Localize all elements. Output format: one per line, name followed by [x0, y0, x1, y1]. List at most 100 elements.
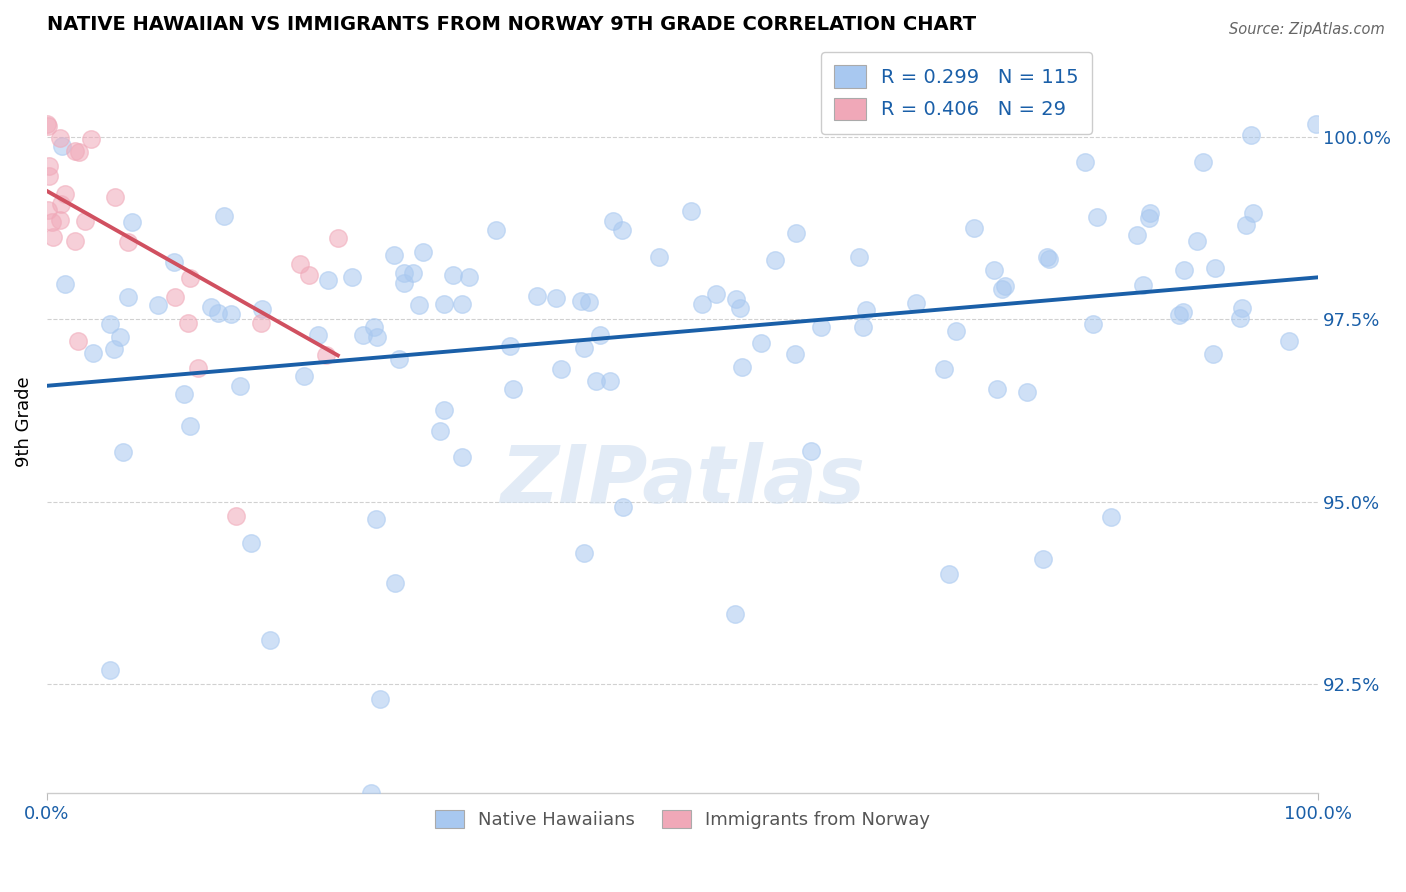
Point — [165, 290, 187, 304]
Point — [1139, 206, 1161, 220]
Point — [450, 450, 472, 464]
Point — [200, 300, 222, 314]
Point — [783, 347, 806, 361]
Point — [578, 294, 600, 309]
Point — [51, 139, 73, 153]
Point — [225, 509, 247, 524]
Point — [588, 327, 610, 342]
Point — [963, 220, 986, 235]
Point — [117, 290, 139, 304]
Point — [41, 215, 63, 229]
Point — [108, 330, 131, 344]
Y-axis label: 9th Grade: 9th Grade — [15, 376, 32, 467]
Point — [37, 119, 59, 133]
Point — [37, 203, 59, 218]
Point — [1202, 346, 1225, 360]
Point — [612, 500, 634, 514]
Point — [546, 291, 568, 305]
Point — [259, 633, 281, 648]
Point — [342, 270, 364, 285]
Point — [394, 276, 416, 290]
Point — [48, 212, 70, 227]
Point — [42, 230, 65, 244]
Point — [288, 257, 311, 271]
Point — [690, 297, 713, 311]
Point — [1240, 128, 1263, 142]
Text: ZIPatlas: ZIPatlas — [501, 442, 865, 520]
Point — [63, 235, 86, 249]
Point — [451, 297, 474, 311]
Point — [1234, 219, 1257, 233]
Point — [100, 317, 122, 331]
Point — [852, 319, 875, 334]
Text: NATIVE HAWAIIAN VS IMMIGRANTS FROM NORWAY 9TH GRADE CORRELATION CHART: NATIVE HAWAIIAN VS IMMIGRANTS FROM NORWA… — [46, 15, 976, 34]
Point — [749, 335, 772, 350]
Point — [292, 369, 315, 384]
Point — [69, 145, 91, 160]
Point — [457, 269, 479, 284]
Point — [1099, 510, 1122, 524]
Point — [352, 327, 374, 342]
Point — [111, 444, 134, 458]
Point — [724, 607, 747, 621]
Point — [1185, 234, 1208, 248]
Point — [65, 145, 87, 159]
Point — [179, 419, 201, 434]
Point — [297, 268, 319, 282]
Point — [82, 346, 104, 360]
Point — [991, 282, 1014, 296]
Point — [239, 536, 262, 550]
Point — [121, 215, 143, 229]
Point — [994, 279, 1017, 293]
Point — [1171, 305, 1194, 319]
Point — [602, 214, 624, 228]
Point — [1017, 384, 1039, 399]
Point — [35, 117, 58, 131]
Point — [724, 292, 747, 306]
Point — [441, 268, 464, 282]
Point — [599, 374, 621, 388]
Point — [610, 223, 633, 237]
Point — [1137, 211, 1160, 225]
Point — [945, 324, 967, 338]
Point — [1038, 252, 1060, 266]
Point — [402, 266, 425, 280]
Point — [572, 341, 595, 355]
Point — [1305, 117, 1327, 131]
Point — [316, 273, 339, 287]
Point — [938, 566, 960, 581]
Point — [1191, 155, 1213, 169]
Point — [163, 255, 186, 269]
Point — [485, 223, 508, 237]
Point — [848, 251, 870, 265]
Point — [73, 214, 96, 228]
Point — [1074, 155, 1097, 169]
Point — [51, 197, 73, 211]
Point — [104, 190, 127, 204]
Point — [250, 302, 273, 317]
Point — [229, 378, 252, 392]
Point — [932, 362, 955, 376]
Point — [392, 266, 415, 280]
Point — [173, 386, 195, 401]
Point — [315, 347, 337, 361]
Point — [382, 248, 405, 262]
Point — [53, 277, 76, 291]
Point — [49, 131, 72, 145]
Point — [1132, 277, 1154, 292]
Point — [146, 297, 169, 311]
Point — [648, 250, 671, 264]
Point — [388, 351, 411, 366]
Point — [212, 209, 235, 223]
Point — [326, 231, 349, 245]
Point — [179, 271, 201, 285]
Point — [704, 286, 727, 301]
Point — [572, 546, 595, 560]
Point — [983, 262, 1005, 277]
Point — [1032, 552, 1054, 566]
Point — [249, 316, 271, 330]
Point — [368, 691, 391, 706]
Point — [1278, 334, 1301, 349]
Point — [177, 316, 200, 330]
Point — [1081, 317, 1104, 331]
